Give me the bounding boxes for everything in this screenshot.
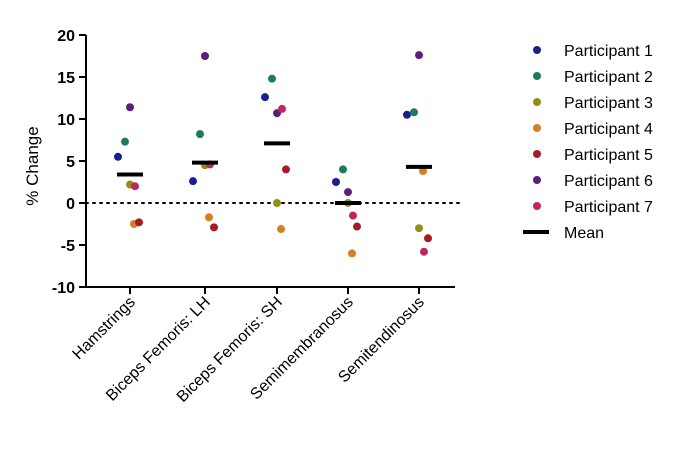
legend-label: Participant 1 <box>564 43 653 60</box>
y-tick-label: -5 <box>61 238 75 255</box>
data-point-participant-7 <box>420 247 428 256</box>
data-point-participant-2 <box>410 108 418 117</box>
data-point-participant-2 <box>339 165 347 174</box>
data-point-participant-4 <box>205 213 213 222</box>
data-point-participant-1 <box>332 178 340 186</box>
y-tick-label: 0 <box>66 196 75 213</box>
legend-marker <box>533 124 541 132</box>
legend-label: Participant 6 <box>564 173 653 190</box>
legend-label: Mean <box>564 225 604 242</box>
y-tick-label: -10 <box>52 280 75 297</box>
data-point-participant-7 <box>278 104 286 113</box>
legend-marker <box>533 98 541 106</box>
legend-marker <box>533 72 541 80</box>
data-point-participant-3 <box>273 199 281 207</box>
legend-label: Participant 4 <box>564 121 653 138</box>
data-point-participant-6 <box>126 103 134 112</box>
data-point-participant-5 <box>282 165 290 174</box>
data-marks <box>114 51 432 258</box>
legend: Participant 1 Participant 2 Participant 3 P… <box>523 43 653 242</box>
data-point-participant-4 <box>277 225 285 234</box>
data-point-participant-6 <box>415 51 423 60</box>
data-point-participant-4 <box>419 167 427 176</box>
legend-label: Participant 7 <box>564 199 653 216</box>
legend-marker <box>533 202 541 210</box>
data-point-participant-5 <box>424 234 432 243</box>
data-point-participant-1 <box>403 110 411 119</box>
data-point-participant-7 <box>131 182 139 191</box>
legend-marker <box>533 150 541 158</box>
legend-marker <box>533 46 541 54</box>
y-axis-title: % Change <box>23 126 42 205</box>
data-point-participant-6 <box>201 52 209 60</box>
legend-marker <box>533 176 541 184</box>
data-point-participant-5 <box>135 218 143 227</box>
data-point-participant-1 <box>261 93 269 102</box>
data-point-participant-1 <box>189 177 197 186</box>
data-point-participant-2 <box>121 137 129 146</box>
data-point-participant-2 <box>268 74 276 83</box>
y-tick-label: 15 <box>57 70 75 87</box>
data-point-participant-5 <box>353 222 361 231</box>
data-point-participant-5 <box>210 223 218 232</box>
data-point-participant-3 <box>415 224 423 233</box>
data-point-participant-2 <box>196 130 204 139</box>
legend-label: Participant 2 <box>564 69 653 86</box>
y-tick-label: 10 <box>57 112 75 129</box>
y-tick-label: 20 <box>57 28 75 45</box>
x-category-label: Hamstrings <box>70 294 139 363</box>
legend-label: Participant 5 <box>564 147 653 164</box>
legend-label: Participant 3 <box>564 95 653 112</box>
data-point-participant-4 <box>348 249 356 258</box>
y-tick-label: 5 <box>66 154 75 171</box>
data-point-participant-6 <box>344 188 352 197</box>
data-point-participant-7 <box>349 211 357 220</box>
data-point-participant-1 <box>114 152 122 161</box>
